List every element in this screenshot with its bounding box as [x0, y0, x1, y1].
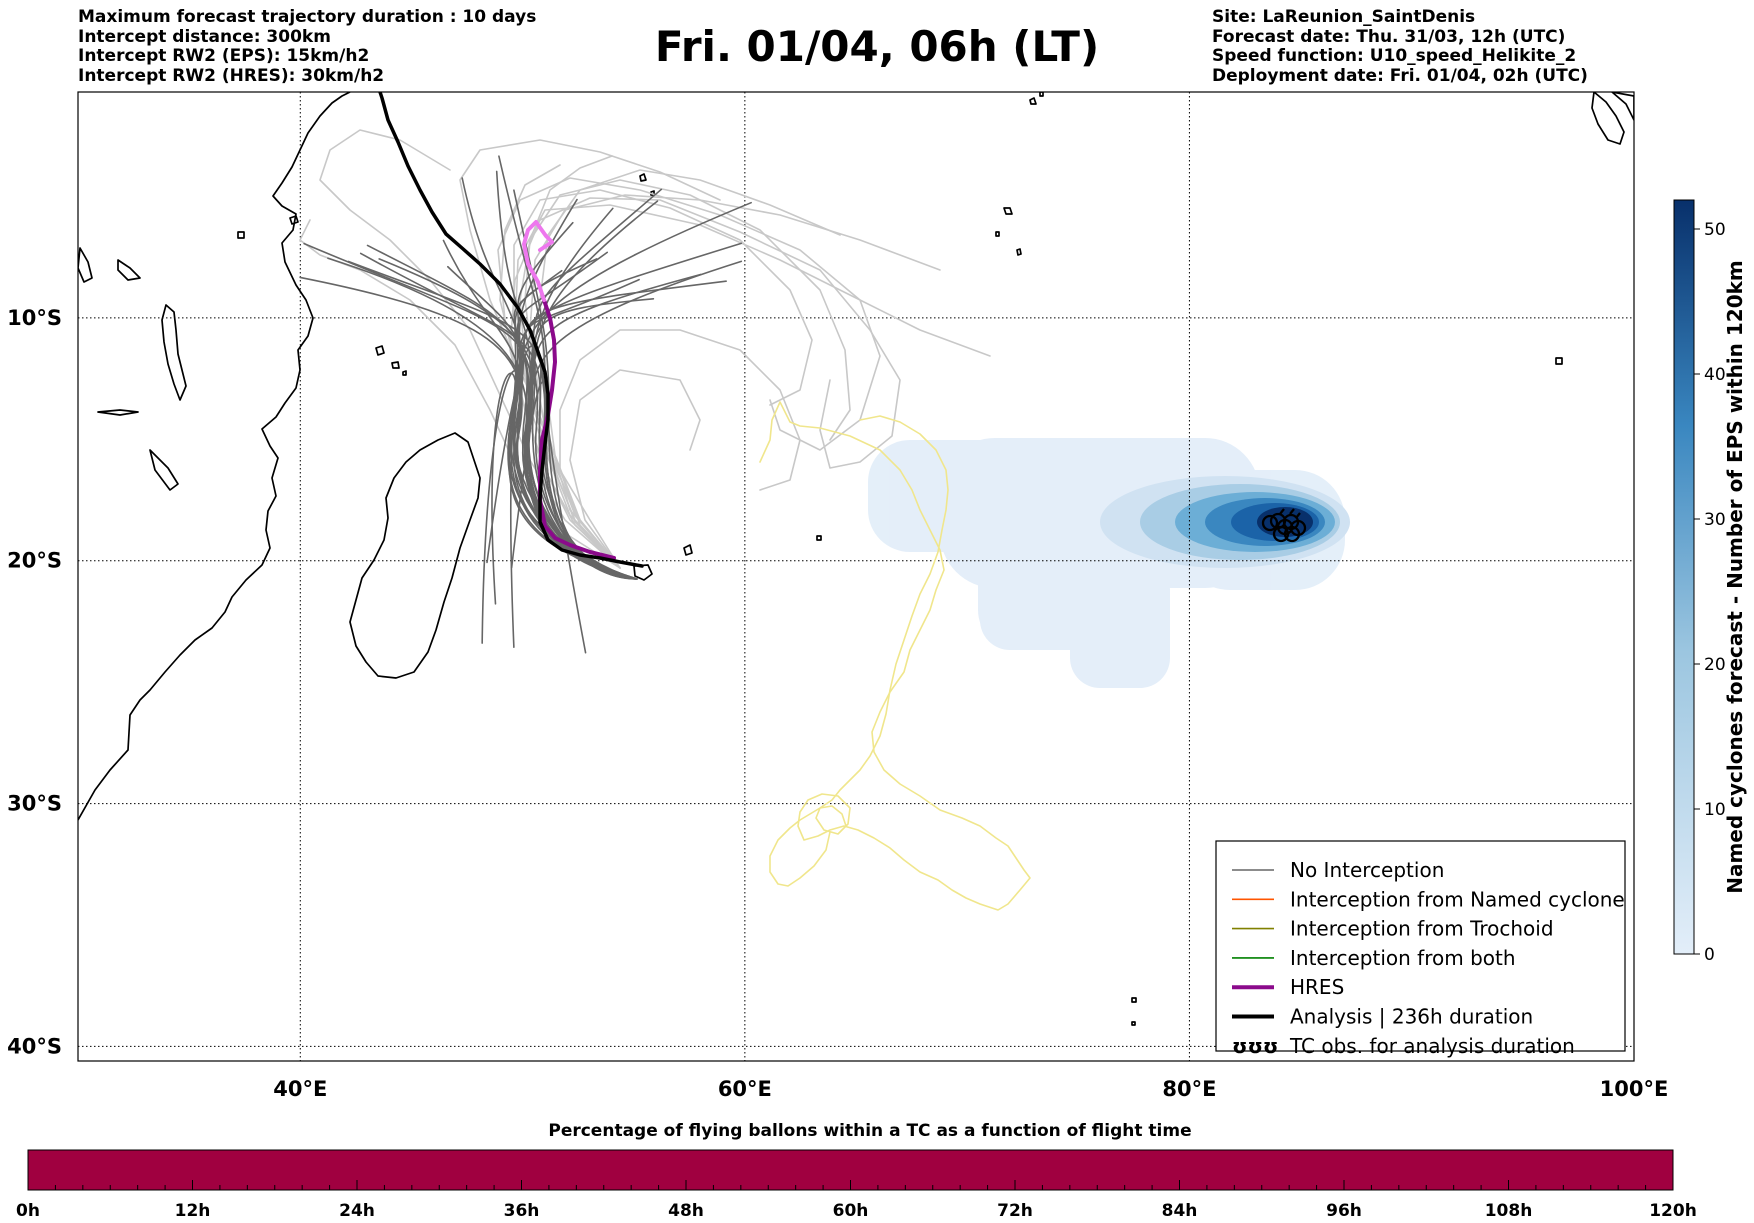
maldives-islands: [1029, 92, 1044, 105]
colorbar-tick-label: 10: [1704, 800, 1726, 820]
header-line: Site: LaReunion_SaintDenis: [1212, 7, 1476, 27]
africa-coastline: [78, 92, 351, 821]
flight-time-tick-label: 96h: [1326, 1201, 1362, 1221]
flight-time-tick-label: 36h: [504, 1201, 540, 1221]
eps-trajectory: [539, 169, 841, 569]
lake-kariba: [149, 449, 179, 491]
colorbar-tick-label: 20: [1704, 655, 1726, 675]
lake-malawi: [161, 304, 187, 401]
header-line: Intercept distance: 300km: [78, 26, 331, 47]
eps-trajectory: [499, 164, 621, 569]
hres-trajectory: [538, 298, 616, 560]
flight-time-tick-label: 60h: [833, 1201, 869, 1221]
header-line: Deployment date: Fri. 01/04, 02h (UTC): [1212, 65, 1588, 86]
sumatra-coastline: [1611, 92, 1634, 121]
legend-box: [1215, 840, 1626, 1052]
analysis-trajectory: [378, 92, 644, 568]
eps-trajectory: [507, 258, 638, 580]
flight-time-title: Percentage of flying ballons within a TC…: [548, 1121, 1191, 1141]
colorbar-tick-label: 50: [1704, 220, 1726, 240]
header-info-right: Site: LaReunion_SaintDenis Forecast date…: [1212, 7, 1588, 86]
eps-trajectory: [569, 369, 701, 569]
colorbar-tick-label: 40: [1704, 365, 1726, 385]
latitude-tick-labels: 10°S 20°S 30°S 40°S: [7, 306, 62, 1059]
flight-time-tick-label: 108h: [1485, 1201, 1533, 1221]
legend-label: No Interception: [1290, 858, 1444, 882]
eps-trajectory: [514, 198, 638, 580]
coastlines: [78, 92, 1634, 1026]
cyclone-colorbar: 0 10 20 30 40 50 Named cyclones forecast - Nu…: [1673, 199, 1747, 965]
legend-label: Interception from both: [1290, 946, 1516, 970]
flight-time-tick-label: 0h: [16, 1201, 40, 1221]
colorbar-tick-label: 30: [1704, 510, 1726, 530]
comoros-islands: [375, 345, 407, 376]
longitude-tick-label: 60°E: [718, 1077, 772, 1101]
amsterdam-islands: [1131, 997, 1137, 1026]
aldabra-islands: [237, 215, 299, 239]
flight-time-tick-label: 24h: [339, 1201, 375, 1221]
header-line: Forecast date: Thu. 31/03, 12h (UTC): [1212, 26, 1566, 47]
legend-label: HRES: [1290, 975, 1344, 999]
colorbar-tick-label: 0: [1704, 945, 1715, 965]
eps-trajectory: [519, 155, 621, 569]
legend-label: TC obs. for analysis duration: [1289, 1034, 1575, 1058]
mauritius-island: [683, 544, 693, 556]
latitude-tick-label: 10°S: [7, 306, 62, 330]
longitude-tick-label: 80°E: [1162, 1077, 1216, 1101]
latitude-tick-label: 20°S: [7, 549, 62, 573]
header-line: Maximum forecast trajectory duration : 1…: [78, 7, 537, 27]
flight-time-tick-label: 120h: [1649, 1201, 1697, 1221]
eps-trajectory: [459, 139, 721, 569]
legend-label: Interception from Named cyclone: [1290, 887, 1625, 911]
eps-trajectory: [559, 329, 801, 569]
header-info-left: Maximum forecast trajectory duration : 1…: [78, 7, 537, 86]
flight-time-tick-label: 72h: [997, 1201, 1033, 1221]
latitude-tick-label: 30°S: [7, 792, 62, 816]
colorbar-gradient: [1673, 199, 1695, 955]
colorbar-label: Named cyclones forecast - Number of EPS …: [1723, 260, 1747, 894]
map-frame: [77, 91, 1635, 1062]
lake-bangweulu: [97, 409, 139, 416]
longitude-tick-labels: 40°E 60°E 80°E 100°E: [273, 1077, 1668, 1101]
eps-no-interception-trajectories: [299, 155, 752, 654]
flight-time-tick-label: 48h: [668, 1201, 704, 1221]
rodrigues-island: [816, 535, 822, 541]
trochoid-track: [769, 415, 949, 887]
legend: No Interception Interception from Named c…: [1215, 840, 1626, 1058]
trajectories: [299, 92, 1031, 911]
eps-trajectory: [529, 194, 941, 569]
flight-time-tick-label: 12h: [175, 1201, 211, 1221]
header-line: Intercept RW2 (HRES): 30km/h2: [78, 65, 385, 86]
cocos-islands: [1555, 357, 1563, 365]
longitude-tick-label: 40°E: [273, 1077, 327, 1101]
trochoid-track: [759, 401, 1031, 911]
chagos-islands: [995, 207, 1022, 256]
legend-symbol-tc-obs: ʊʊʊ: [1232, 1034, 1278, 1058]
header-line: Intercept RW2 (EPS): 15km/h2: [78, 46, 370, 66]
page-title: Fri. 01/04, 06h (LT): [654, 22, 1100, 71]
latitude-tick-label: 40°S: [7, 1034, 62, 1058]
tc-observations: [1261, 508, 1307, 543]
flight-time-colorbar: Percentage of flying ballons within a TC…: [16, 1121, 1697, 1221]
reunion-island: [633, 564, 653, 581]
legend-label: Analysis | 236h duration: [1290, 1005, 1533, 1029]
flight-time-tick-label: 84h: [1162, 1201, 1198, 1221]
lake-mweru: [78, 247, 93, 283]
legend-label: Interception from Trochoid: [1290, 917, 1554, 941]
longitude-tick-label: 100°E: [1600, 1077, 1669, 1101]
header-line: Speed function: U10_speed_Helikite_2: [1212, 46, 1577, 66]
cyclone-density-field: [868, 438, 1350, 688]
hres-trajectory-end: [522, 220, 554, 302]
madagascar-coastline: [349, 432, 481, 679]
lake-tanganyika: [117, 259, 141, 281]
sri-lanka-coastline: [1591, 92, 1625, 145]
